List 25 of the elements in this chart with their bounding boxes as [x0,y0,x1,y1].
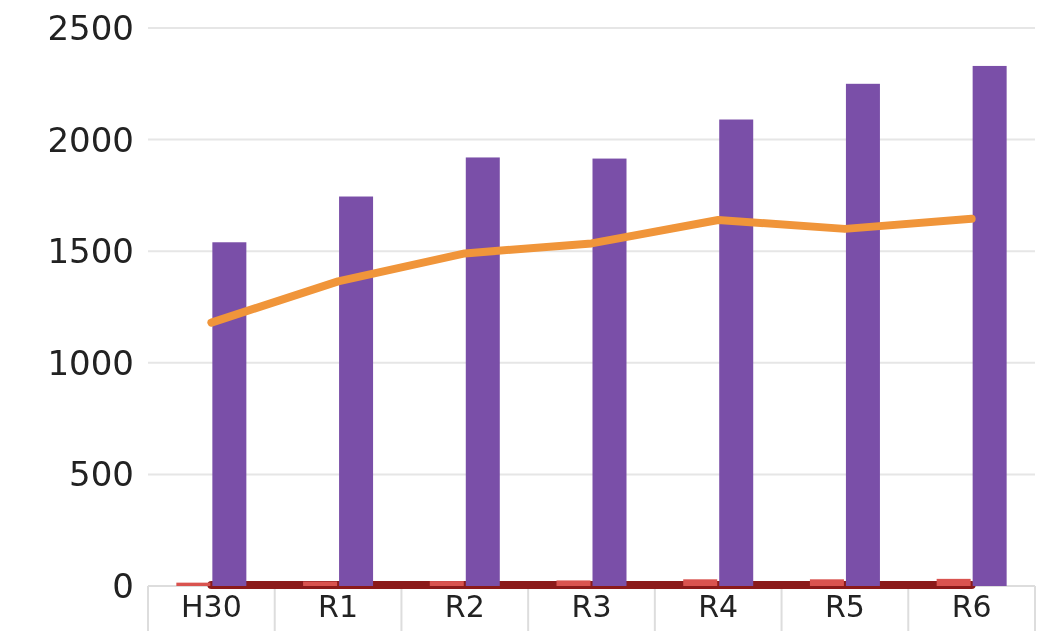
bar [212,242,247,586]
y-tick-label: 500 [69,454,134,495]
bar [845,83,880,586]
y-tick-label: 1000 [47,342,134,383]
x-tick-label: R3 [571,589,612,624]
bar [465,157,500,586]
bar [936,578,971,586]
bar [339,196,374,586]
x-tick-label: R6 [951,589,992,624]
bar [683,579,718,586]
bar [592,158,627,586]
bar [429,581,464,586]
x-tick-label: R4 [698,589,739,624]
x-tick-label: H30 [180,589,242,624]
bar [556,580,591,586]
y-tick-label: 1500 [47,231,134,272]
bar [972,65,1007,586]
y-tick-label: 2500 [47,7,134,48]
bar [719,119,754,586]
bar [809,579,844,586]
x-tick-label: R5 [824,589,865,624]
y-tick-label: 2000 [47,119,134,160]
x-tick-label: R1 [318,589,359,624]
x-tick-label: R2 [444,589,485,624]
y-tick-label: 0 [112,565,134,606]
